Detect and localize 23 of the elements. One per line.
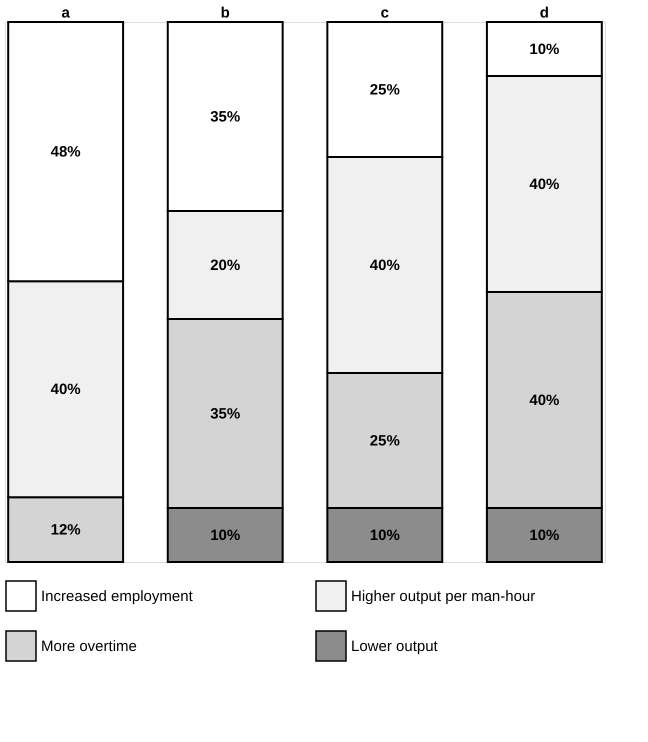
data-label: 40% (529, 176, 560, 193)
data-label: 48% (50, 144, 81, 161)
data-label: 10% (529, 41, 560, 58)
data-label: 25% (370, 82, 400, 98)
x-tick-label: b (220, 4, 230, 22)
data-label: 35% (210, 406, 240, 422)
legend-label: Lower output (351, 638, 439, 655)
data-label: 40% (50, 381, 81, 398)
data-label: 20% (210, 257, 240, 274)
data-label: 12% (50, 522, 81, 539)
x-tick-label: d (540, 4, 549, 22)
data-label: 10% (210, 527, 240, 544)
x-tick-label: c (380, 4, 389, 22)
data-label: 40% (370, 257, 400, 274)
x-tick-label: a (61, 4, 70, 22)
legend-label: More overtime (41, 638, 137, 655)
legend-label: Higher output per man-hour (351, 588, 536, 605)
data-label: 10% (529, 527, 560, 544)
data-label: 25% (370, 432, 400, 450)
legend-label: Increased employment (41, 588, 194, 605)
data-label: 10% (370, 527, 400, 544)
data-label: 35% (210, 108, 240, 126)
data-label: 40% (529, 392, 560, 409)
